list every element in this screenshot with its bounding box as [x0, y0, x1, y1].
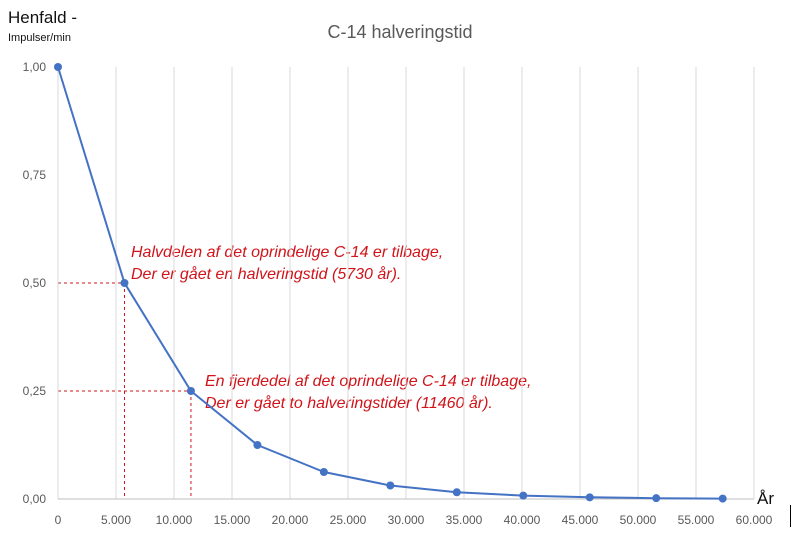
frame-edge-mark — [790, 505, 791, 527]
chart-title: C-14 halveringstid — [327, 22, 473, 42]
y-axis-unit: Impulser/min — [8, 32, 71, 44]
y-axis-label: Henfald - — [8, 8, 77, 27]
annotation-guides — [58, 282, 192, 499]
data-point-7 — [519, 491, 528, 500]
x-tick-label-12: 60.000 — [736, 513, 773, 527]
x-tick-label-3: 15.000 — [214, 513, 251, 527]
y-tick-label-0: 0,00 — [23, 492, 47, 506]
axes — [57, 67, 754, 500]
annotation-half-life-line-2: Der er gået en halveringstid (5730 år). — [131, 266, 402, 283]
annotation-two-half-lives: En fjerdedel af det oprindelige C-14 er … — [205, 371, 531, 415]
y-tick-label-2: 0,50 — [23, 276, 47, 290]
x-tick-label-0: 0 — [55, 513, 62, 527]
annotation-half-life-line-1: Halvdelen af det oprindelige C-14 er til… — [131, 244, 444, 261]
annotation-two-half-lives-line-2: Der er gået to halveringstider (11460 år… — [205, 395, 493, 412]
data-point-0 — [54, 63, 62, 71]
data-point-8 — [585, 493, 594, 502]
x-tick-label-4: 20.000 — [272, 513, 309, 527]
data-point-1 — [120, 279, 129, 287]
data-point-10 — [718, 494, 727, 503]
y-tick-label-4: 1,00 — [23, 60, 47, 74]
x-tick-label-8: 40.000 — [504, 513, 541, 527]
x-tick-label-10: 50.000 — [620, 513, 657, 527]
data-point-3 — [253, 441, 262, 449]
tick-labels: 0,00 0,25 0,50 0,75 1,00 0 5.000 10.000 15.000 20… — [23, 60, 773, 527]
grid-lines — [115, 67, 755, 499]
series-line-0 — [57, 66, 723, 500]
y-tick-label-1: 0,25 — [23, 384, 47, 398]
data-point-6 — [452, 488, 461, 497]
data-point-4 — [319, 468, 328, 476]
data-point-9 — [652, 494, 661, 503]
x-tick-label-1: 5.000 — [101, 513, 131, 527]
annotation-half-life: Halvdelen af det oprindelige C-14 er til… — [131, 242, 443, 286]
x-tick-label-9: 45.000 — [562, 513, 599, 527]
y-tick-label-3: 0,75 — [23, 168, 47, 182]
x-tick-label-7: 35.000 — [446, 513, 483, 527]
x-axis-label: År — [757, 489, 774, 508]
x-tick-label-11: 55.000 — [678, 513, 715, 527]
data-point-2 — [186, 387, 195, 395]
series-group — [54, 63, 727, 503]
x-tick-label-2: 10.000 — [156, 513, 193, 527]
annotation-two-half-lives-line-1: En fjerdedel af det oprindelige C-14 er … — [205, 373, 532, 390]
x-tick-label-5: 25.000 — [330, 513, 367, 527]
x-tick-label-6: 30.000 — [388, 513, 425, 527]
data-point-5 — [386, 481, 395, 490]
